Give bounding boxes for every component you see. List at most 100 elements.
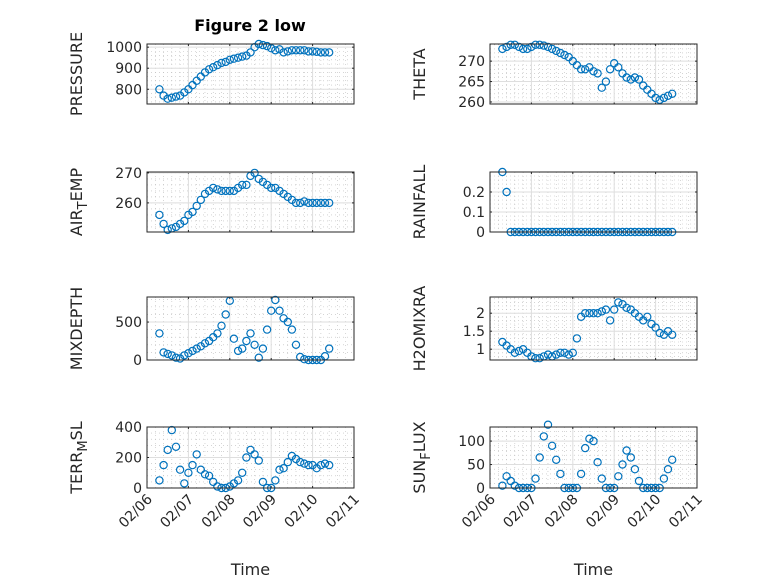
data-point: [208, 62, 218, 72]
data-point: [242, 336, 251, 346]
y-axis-label: PRESSURE: [67, 32, 86, 116]
data-point: [556, 348, 565, 357]
data-point: [535, 453, 544, 462]
data-point: [171, 442, 181, 451]
data-point: [300, 459, 309, 468]
subplot-airtemp: 260 270 AIRTEMP: [67, 166, 355, 236]
y-label-part: SL: [67, 421, 86, 440]
data-point: [267, 306, 276, 315]
data-point: [651, 323, 660, 332]
data-point: [308, 198, 317, 208]
y-tick-label: 260: [115, 196, 142, 212]
data-point: [531, 354, 540, 363]
axes-box: [489, 296, 698, 361]
data-point: [279, 48, 288, 57]
y-tick-label: 0.2: [463, 185, 485, 201]
data-point: [581, 443, 590, 453]
x-tick-label: 02/09: [583, 492, 623, 532]
data-point: [304, 460, 313, 470]
data-point: [163, 225, 172, 235]
data-point: [643, 312, 652, 321]
data-point: [622, 73, 631, 82]
data-point: [188, 460, 197, 470]
data-point: [668, 455, 677, 464]
data-point: [539, 432, 549, 441]
x-tick-label: 02/06: [459, 491, 499, 531]
data-point: [180, 216, 189, 226]
subplot-pressure: 800 900 1000 PRESSURE: [67, 32, 355, 116]
data-point: [535, 40, 544, 50]
data-point: [159, 219, 168, 229]
data-point: [622, 303, 631, 312]
data-point: [531, 474, 540, 483]
y-label-part: MIXDEPTH: [67, 287, 86, 370]
data-point: [196, 465, 205, 474]
data-point: [300, 197, 309, 206]
data-point: [225, 55, 234, 65]
data-point: [213, 329, 222, 338]
data-point: [237, 468, 247, 477]
data-point: [320, 459, 330, 468]
data-point: [271, 46, 280, 55]
data-point: [312, 198, 321, 208]
data-point: [275, 306, 284, 315]
x-tick-label: 02/08: [542, 492, 582, 532]
data-point: [506, 476, 515, 486]
data-point: [581, 309, 590, 318]
subplot-mixdepth: 0 500 MIXDEPTH: [67, 287, 355, 370]
data-point: [498, 481, 507, 490]
data-point: [180, 479, 189, 488]
data-point: [229, 54, 239, 63]
data-point: [283, 457, 292, 467]
y-tick-label: 270: [458, 54, 485, 70]
data-point: [585, 309, 594, 318]
y-tick-label: 900: [115, 61, 142, 77]
data-point: [597, 83, 607, 92]
data-point: [622, 446, 631, 455]
data-point: [291, 46, 301, 55]
data-point: [246, 329, 255, 338]
data-point: [267, 44, 276, 53]
data-point: [271, 476, 280, 485]
y-tick-label: 270: [115, 166, 142, 182]
data-point: [630, 73, 640, 82]
data-point: [188, 207, 197, 217]
y-label-part: PRESSURE: [67, 32, 86, 116]
data-point: [601, 305, 611, 314]
axes-background: [147, 172, 354, 232]
subplot-terrmsl: 02/06 02/07 02/08 02/09 02/10 02/11 0 200 400 TER…: [67, 420, 363, 579]
data-point: [535, 354, 544, 363]
axes-background: [490, 427, 697, 488]
axes-box: [146, 43, 355, 105]
axes-box: [146, 296, 355, 361]
y-axis-label: RAINFALL: [410, 165, 429, 240]
data-point: [589, 436, 598, 446]
data-point: [601, 77, 611, 86]
data-point: [217, 186, 226, 196]
data-point: [510, 348, 519, 357]
data-point: [498, 44, 507, 54]
y-tick-label: 400: [115, 420, 142, 436]
data-point: [159, 348, 168, 357]
data-point: [576, 65, 586, 74]
axes-background: [147, 44, 354, 104]
data-point: [618, 460, 627, 469]
y-label-part: TERR: [67, 452, 86, 495]
data-point: [659, 474, 669, 483]
data-point: [325, 48, 334, 57]
data-point: [634, 476, 644, 486]
data-point: [560, 50, 569, 60]
data-point: [188, 80, 197, 90]
x-tick-label: 02/11: [666, 492, 706, 532]
data-point: [155, 476, 164, 485]
y-label-subscript: F: [419, 452, 434, 459]
data-point: [605, 316, 615, 325]
data-point: [242, 453, 251, 462]
data-point: [296, 457, 305, 467]
data-point: [217, 58, 226, 68]
data-point: [258, 477, 268, 487]
data-point: [221, 310, 230, 319]
data-point: [279, 464, 288, 473]
data-point: [543, 420, 553, 429]
data-point: [184, 468, 193, 477]
